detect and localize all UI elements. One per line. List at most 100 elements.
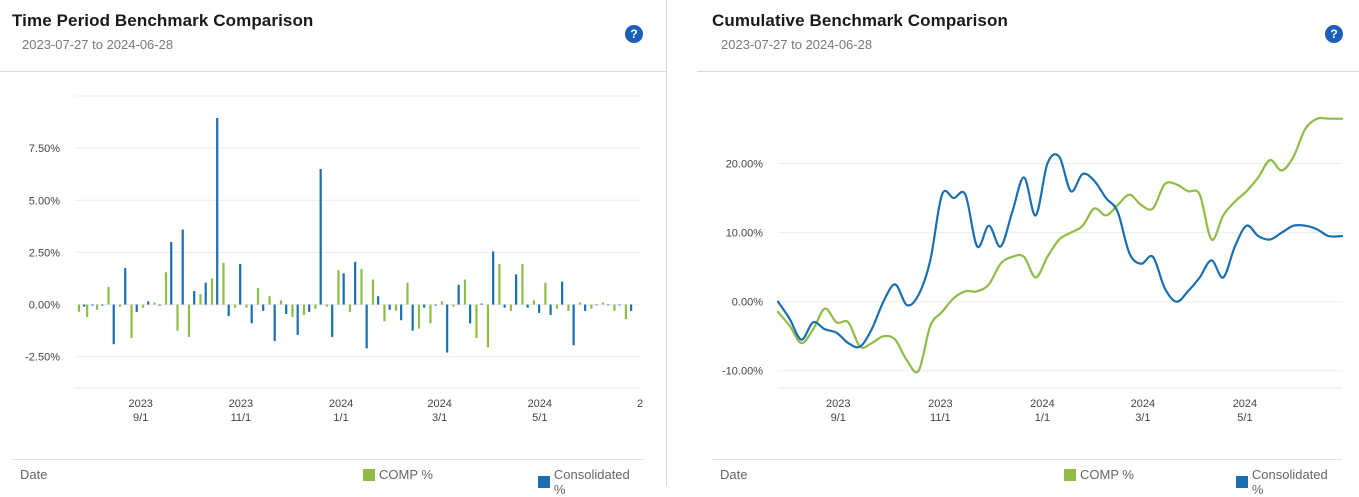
consolidated-bar[interactable] — [147, 301, 150, 305]
consolidated-bar[interactable] — [480, 303, 483, 305]
consolidated-bar[interactable] — [457, 284, 460, 305]
consolidated-bar[interactable] — [549, 304, 552, 315]
comp-bar[interactable] — [302, 304, 306, 315]
consolidated-bar[interactable] — [446, 304, 449, 353]
consolidated-bar[interactable] — [239, 263, 242, 305]
comp-bar[interactable] — [452, 304, 455, 307]
consolidated-bar[interactable] — [296, 304, 299, 335]
comp-bar[interactable] — [176, 304, 179, 331]
comp-bar[interactable] — [555, 304, 559, 309]
help-icon[interactable]: ? — [1325, 25, 1343, 43]
legend-comp[interactable]: COMP % — [1064, 467, 1134, 482]
comp-bar[interactable] — [337, 270, 340, 305]
consolidated-bar[interactable] — [434, 304, 437, 306]
comp-bar[interactable] — [86, 304, 89, 318]
consolidated-bar[interactable] — [319, 169, 322, 305]
comp-bar[interactable] — [578, 302, 582, 305]
comp-bar[interactable] — [95, 304, 99, 310]
comp-bar[interactable] — [279, 300, 283, 305]
consolidated-line[interactable] — [776, 153, 1344, 349]
consolidated-bar[interactable] — [469, 304, 472, 324]
comp-bar[interactable] — [233, 304, 237, 308]
comp-bar[interactable] — [463, 279, 467, 305]
comp-bar[interactable] — [256, 287, 260, 305]
legend-consolidated[interactable]: Consolidated % — [1236, 467, 1342, 497]
comp-bar[interactable] — [199, 294, 202, 305]
comp-bar[interactable] — [118, 304, 122, 307]
comp-bar[interactable] — [77, 304, 81, 312]
comp-bar[interactable] — [486, 304, 490, 348]
consolidated-bar[interactable] — [503, 304, 506, 308]
comp-bar[interactable] — [521, 263, 524, 305]
comp-bar[interactable] — [544, 282, 547, 305]
consolidated-bar[interactable] — [216, 117, 219, 305]
consolidated-bar[interactable] — [158, 304, 161, 306]
help-icon[interactable]: ? — [625, 25, 643, 43]
comp-bar[interactable] — [601, 302, 605, 305]
consolidated-bar[interactable] — [423, 304, 426, 308]
consolidated-bar[interactable] — [285, 304, 288, 314]
comp-bar[interactable] — [210, 278, 214, 305]
consolidated-bar[interactable] — [388, 304, 391, 310]
comp-bar[interactable] — [624, 304, 628, 320]
consolidated-bar[interactable] — [377, 296, 380, 305]
legend-comp[interactable]: COMP % — [363, 467, 433, 482]
consolidated-bar[interactable] — [538, 304, 541, 313]
consolidated-bar[interactable] — [308, 304, 311, 312]
consolidated-bar[interactable] — [83, 304, 86, 307]
comp-bar[interactable] — [532, 300, 536, 305]
consolidated-bar[interactable] — [607, 304, 610, 306]
comp-bar[interactable] — [429, 304, 432, 324]
consolidated-bar[interactable] — [227, 304, 230, 317]
consolidated-bar[interactable] — [273, 304, 276, 342]
comp-bar[interactable] — [417, 304, 421, 329]
consolidated-bar[interactable] — [492, 251, 495, 305]
comp-bar[interactable] — [222, 262, 225, 305]
consolidated-bar[interactable] — [572, 304, 575, 346]
consolidated-bar[interactable] — [526, 304, 529, 308]
comp-bar[interactable] — [291, 304, 294, 318]
comp-bar[interactable] — [348, 304, 352, 312]
comp-bar[interactable] — [406, 282, 409, 305]
consolidated-bar[interactable] — [354, 261, 357, 305]
comp-bar[interactable] — [245, 304, 248, 308]
comp-bar[interactable] — [187, 304, 191, 337]
consolidated-bar[interactable] — [630, 304, 633, 311]
consolidated-bar[interactable] — [135, 304, 138, 312]
comp-bar[interactable] — [394, 304, 398, 311]
consolidated-bar[interactable] — [204, 282, 207, 305]
consolidated-bar[interactable] — [365, 304, 368, 349]
consolidated-bar[interactable] — [170, 242, 173, 305]
consolidated-bar[interactable] — [400, 304, 403, 321]
comp-bar[interactable] — [371, 279, 375, 305]
comp-bar[interactable] — [383, 304, 386, 322]
comp-bar[interactable] — [509, 304, 513, 311]
comp-bar[interactable] — [590, 304, 593, 309]
consolidated-bar[interactable] — [262, 304, 265, 311]
consolidated-bar[interactable] — [342, 273, 345, 305]
comp-line[interactable] — [776, 116, 1344, 374]
comp-bar[interactable] — [153, 302, 156, 305]
consolidated-bar[interactable] — [515, 274, 518, 305]
consolidated-bar[interactable] — [595, 304, 598, 306]
comp-bar[interactable] — [567, 304, 570, 311]
comp-bar[interactable] — [498, 263, 501, 305]
consolidated-bar[interactable] — [250, 304, 253, 324]
comp-bar[interactable] — [268, 296, 271, 305]
consolidated-bar[interactable] — [91, 304, 94, 306]
comp-bar[interactable] — [360, 269, 363, 305]
comp-bar[interactable] — [130, 304, 133, 338]
legend-consolidated[interactable]: Consolidated % — [538, 467, 644, 497]
consolidated-bar[interactable] — [331, 304, 334, 337]
consolidated-bar[interactable] — [112, 304, 115, 345]
comp-bar[interactable] — [314, 304, 317, 309]
consolidated-bar[interactable] — [618, 304, 621, 306]
consolidated-bar[interactable] — [584, 304, 587, 311]
consolidated-bar[interactable] — [124, 268, 127, 305]
consolidated-bar[interactable] — [181, 229, 184, 305]
consolidated-bar[interactable] — [411, 304, 414, 331]
consolidated-bar[interactable] — [561, 281, 564, 305]
consolidated-bar[interactable] — [101, 304, 104, 306]
consolidated-bar[interactable] — [193, 291, 196, 305]
comp-bar[interactable] — [325, 304, 329, 307]
